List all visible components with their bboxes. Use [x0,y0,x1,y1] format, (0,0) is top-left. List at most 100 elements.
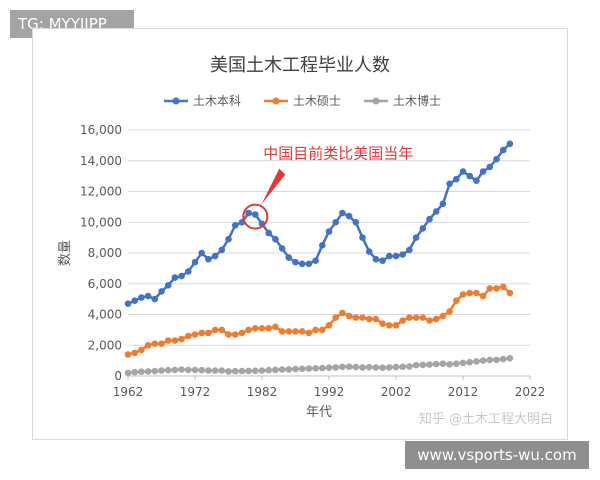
series-line [127,357,511,375]
y-tick-label: 0 [114,369,122,383]
data-point [459,359,467,367]
data-point [372,364,380,371]
x-tick-label: 1972 [180,385,211,399]
data-point [171,337,179,344]
data-point [171,366,179,374]
y-axis-ticks: 0 2,000 4,000 6,000 8,000 10,000 12,000 14,000 1… [80,123,122,383]
data-point [131,297,138,305]
data-point [272,235,279,243]
data-point [345,212,353,220]
data-point [158,340,165,348]
data-point [479,292,487,300]
data-point [231,367,239,375]
data-point [164,337,172,344]
data-point [453,297,460,305]
data-point [151,367,159,375]
data-point [124,369,132,377]
data-point [345,312,353,320]
data-point [218,367,226,374]
data-point [473,358,480,365]
data-point [225,235,232,243]
data-point [399,317,407,324]
legend-swatch-marker [272,97,280,105]
data-point [379,320,386,328]
data-point [506,355,514,362]
data-point [319,364,326,372]
series-bachelor [124,140,514,308]
data-point [499,355,507,363]
data-point [205,367,212,374]
data-point [359,364,366,371]
y-tick-label: 2,000 [88,338,122,352]
y-tick-label: 12,000 [80,185,122,199]
data-point [158,288,165,295]
data-point [211,252,219,260]
data-point [144,292,152,300]
series-line [127,285,511,356]
data-point [412,234,420,241]
data-point [386,252,393,260]
data-point [178,366,185,373]
data-point [265,325,272,332]
data-point [332,314,340,321]
data-point [158,367,165,374]
data-point [406,314,413,321]
x-axis-label: 年代 [306,405,332,420]
annotation-arrow [261,168,286,205]
y-tick-label: 14,000 [80,154,122,168]
data-point [319,242,326,249]
data-point [245,367,252,375]
series-line [127,142,511,305]
data-point [225,368,232,375]
data-point [298,260,306,268]
data-point [426,317,433,324]
data-point [171,274,179,281]
data-point [272,366,279,374]
x-tick-label: 2022 [515,385,546,399]
data-point [419,314,427,321]
data-point [493,155,500,163]
data-point [365,363,373,371]
data-point [144,368,152,375]
data-point [205,255,212,263]
data-point [205,329,212,337]
line-chart: 美国土木工程毕业人数 土木本科 土木硕士 土木博士 0 2,000 4,000 6,000… [58,55,553,427]
data-point [292,365,299,373]
data-point [466,172,474,180]
data-point [345,363,353,371]
data-point [285,328,293,335]
data-point [124,351,132,358]
annotation-text: 中国目前类比美国当年 [263,145,413,163]
data-point [446,308,453,315]
data-point [272,323,279,331]
legend-item: 土木博士 [364,93,441,108]
data-point [352,219,360,226]
data-point [285,254,293,261]
data-point [191,366,199,374]
data-point [446,180,453,188]
data-point [178,335,185,343]
data-point [412,314,420,321]
data-point [198,366,205,374]
data-point [231,331,239,338]
data-point [379,364,386,372]
x-tick-label: 1982 [247,385,278,399]
data-point [432,208,440,215]
data-point [339,209,346,217]
data-point [278,366,286,373]
legend-label: 土木硕士 [293,94,341,108]
data-point [151,295,159,303]
data-point [459,291,467,298]
data-point [191,258,199,266]
annotation: 中国目前类比美国当年 [242,145,413,230]
data-point [211,326,219,334]
data-point [325,228,333,235]
y-tick-label: 8,000 [88,246,122,260]
data-point [211,367,219,374]
y-tick-label: 16,000 [80,123,122,137]
data-point [439,312,447,320]
data-point [352,314,360,321]
data-point [486,163,494,171]
data-point [238,367,246,375]
data-point [406,246,413,254]
